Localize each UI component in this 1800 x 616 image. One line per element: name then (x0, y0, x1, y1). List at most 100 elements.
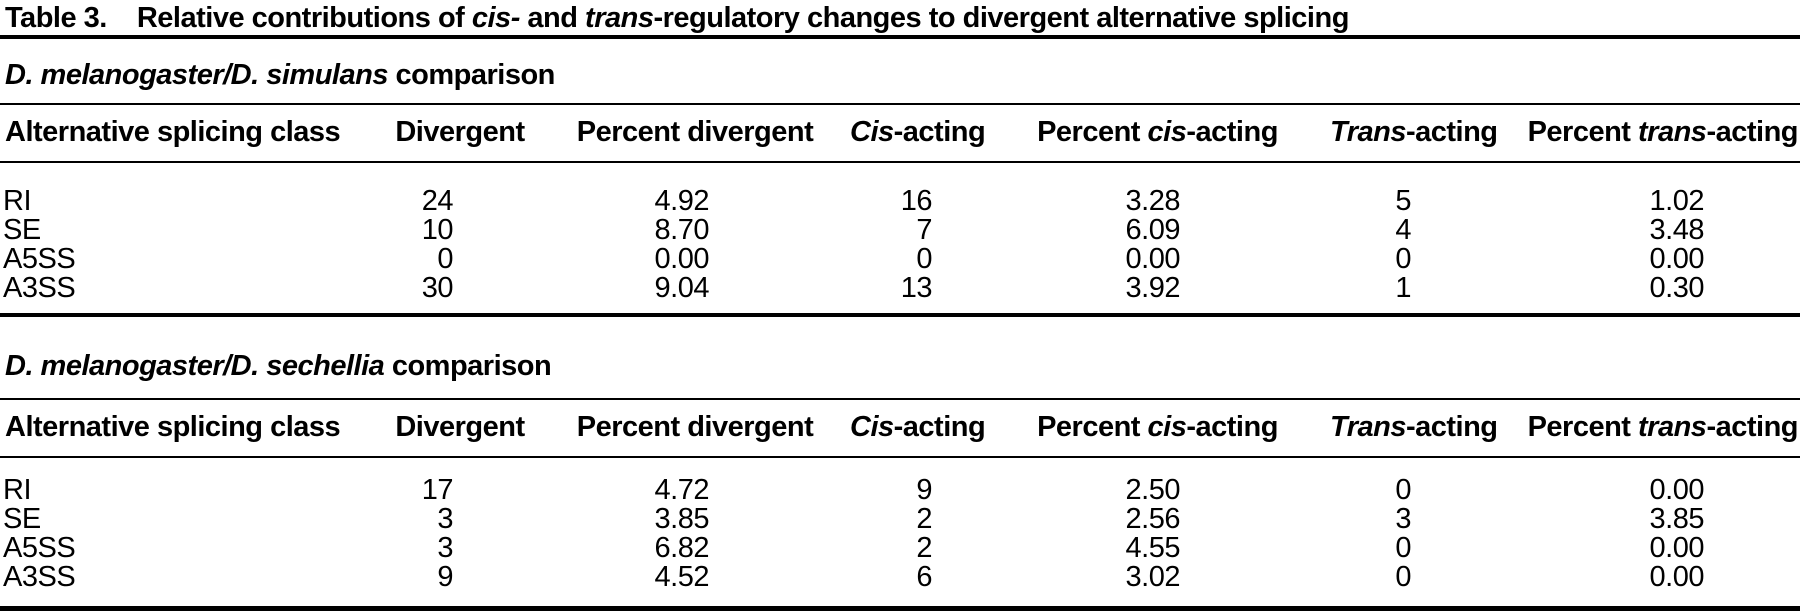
table-row-ri: RI 24 4.92 16 3.28 5 1.02 (0, 162, 1800, 216)
cell-splicing-class: RI (3, 474, 32, 506)
cell-divergent: 24 (421, 185, 454, 217)
cell-cis-acting: 16 (900, 185, 933, 217)
species-pair-label: D. melanogaster/D. sechellia (5, 350, 385, 382)
caption-segment-cis: cis- (471, 2, 520, 34)
cell-splicing-class: SE (3, 503, 41, 535)
header-text: Divergent (395, 411, 525, 443)
header-text-italic: Cis (850, 116, 894, 148)
cell-splicing-class: A5SS (3, 532, 76, 564)
cell-percent-trans-acting: 3.85 (1649, 503, 1705, 535)
splicing-table-simulans: Alternative splicing class Divergent Per… (0, 103, 1800, 317)
cell-percent-cis-acting: 3.02 (1125, 561, 1181, 593)
table-row-a5ss: A5SS 0 0.00 0 0.00 0 0.00 (0, 245, 1800, 274)
species-pair-label: D. melanogaster/D. simulans (5, 59, 388, 91)
cell-splicing-class: RI (3, 185, 32, 217)
cell-percent-divergent: 4.72 (654, 474, 710, 506)
cell-percent-trans-acting: 3.48 (1649, 214, 1705, 246)
column-header-splicing-class: Alternative splicing class (0, 398, 380, 458)
cell-percent-trans-acting: 0.30 (1649, 272, 1705, 304)
header-text: Alternative splicing class (5, 411, 341, 443)
cell-trans-acting: 4 (1395, 214, 1411, 246)
header-text: -acting (893, 116, 986, 148)
column-header-percent-trans-acting: Percent trans-acting (1485, 398, 1800, 458)
cell-percent-cis-acting: 3.28 (1125, 185, 1181, 217)
header-row: Alternative splicing class Divergent Per… (0, 398, 1800, 458)
header-text: Percent (1037, 411, 1148, 443)
header-text: -acting (1706, 411, 1798, 443)
table-number-label: Table 3. (5, 2, 107, 34)
header-text: -acting (1405, 116, 1498, 148)
cell-splicing-class: A3SS (3, 561, 76, 593)
cell-cis-acting: 13 (900, 272, 933, 304)
table-row-a3ss: A3SS 30 9.04 13 3.92 1 0.30 (0, 274, 1800, 315)
cell-trans-acting: 0 (1395, 474, 1411, 506)
table-row-a3ss: A3SS 9 4.52 6 3.02 0 0.00 (0, 563, 1800, 609)
cell-cis-acting: 7 (916, 214, 932, 246)
column-header-trans-acting: Trans-acting (1330, 103, 1498, 163)
column-header-cis-acting: Cis-acting (850, 398, 986, 458)
caption-segment-trans: trans (585, 2, 654, 34)
cell-percent-divergent: 4.52 (654, 561, 710, 593)
cell-percent-trans-acting: 1.02 (1649, 185, 1705, 217)
header-text-italic: trans (1638, 116, 1707, 148)
cell-cis-acting: 9 (916, 474, 932, 506)
column-header-splicing-class: Alternative splicing class (0, 103, 380, 163)
cell-trans-acting: 1 (1395, 272, 1411, 304)
header-row: Alternative splicing class Divergent Per… (0, 103, 1800, 163)
header-text: -acting (1706, 116, 1798, 148)
cell-percent-trans-acting: 0.00 (1649, 243, 1705, 275)
header-text: -acting (1186, 116, 1278, 148)
header-text: Percent divergent (576, 116, 814, 148)
cell-percent-divergent: 6.82 (654, 532, 710, 564)
table-caption: Table 3. Relative contributions of cis- a… (0, 0, 1800, 34)
column-header-divergent: Divergent (380, 103, 540, 163)
cell-divergent: 10 (421, 214, 454, 246)
cell-divergent: 17 (421, 474, 454, 506)
cell-cis-acting: 6 (916, 561, 932, 593)
header-text: -acting (893, 411, 986, 443)
cell-trans-acting: 0 (1395, 561, 1411, 593)
column-header-percent-cis-acting: Percent cis-acting (985, 398, 1330, 458)
cell-divergent: 30 (421, 272, 454, 304)
header-text-italic: cis (1147, 411, 1187, 443)
cell-divergent: 3 (437, 532, 453, 564)
cell-percent-cis-acting: 2.50 (1125, 474, 1181, 506)
cell-trans-acting: 0 (1395, 532, 1411, 564)
table-row-se: SE 3 3.85 2 2.56 3 3.85 (0, 505, 1800, 534)
cell-divergent: 3 (437, 503, 453, 535)
cell-splicing-class: A5SS (3, 243, 76, 275)
column-header-percent-divergent: Percent divergent (540, 103, 850, 163)
caption-divider-rule (0, 35, 1800, 39)
section-heading-simulans: D. melanogaster/D. simulans comparison (5, 59, 1800, 91)
cell-percent-cis-acting: 2.56 (1125, 503, 1181, 535)
header-text: Percent (1037, 116, 1148, 148)
header-text-italic: Trans (1330, 411, 1406, 443)
cell-trans-acting: 3 (1395, 503, 1411, 535)
column-header-percent-divergent: Percent divergent (540, 398, 850, 458)
table-row-se: SE 10 8.70 7 6.09 4 3.48 (0, 216, 1800, 245)
cell-percent-cis-acting: 3.92 (1125, 272, 1181, 304)
table-row-a5ss: A5SS 3 6.82 2 4.55 0 0.00 (0, 534, 1800, 563)
cell-percent-divergent: 3.85 (654, 503, 710, 535)
cell-cis-acting: 2 (916, 503, 932, 535)
header-text: -acting (1405, 411, 1498, 443)
column-header-cis-acting: Cis-acting (850, 103, 986, 163)
cell-trans-acting: 5 (1395, 185, 1411, 217)
cell-trans-acting: 0 (1395, 243, 1411, 275)
cell-percent-cis-acting: 0.00 (1125, 243, 1181, 275)
cell-percent-divergent: 0.00 (654, 243, 710, 275)
header-text-italic: trans (1638, 411, 1707, 443)
cell-percent-divergent: 8.70 (654, 214, 710, 246)
cell-divergent: 0 (437, 243, 453, 275)
caption-segment: and (519, 2, 586, 34)
column-header-percent-trans-acting: Percent trans-acting (1485, 103, 1800, 163)
cell-percent-trans-acting: 0.00 (1649, 474, 1705, 506)
header-text-italic: Cis (850, 411, 894, 443)
splicing-table-sechellia: Alternative splicing class Divergent Per… (0, 398, 1800, 611)
caption-segment: Relative contributions of (136, 2, 472, 34)
cell-percent-trans-acting: 0.00 (1649, 561, 1705, 593)
cell-percent-cis-acting: 4.55 (1125, 532, 1181, 564)
caption-segment: -regulatory changes to divergent alterna… (653, 2, 1349, 34)
header-text: Alternative splicing class (5, 116, 341, 148)
